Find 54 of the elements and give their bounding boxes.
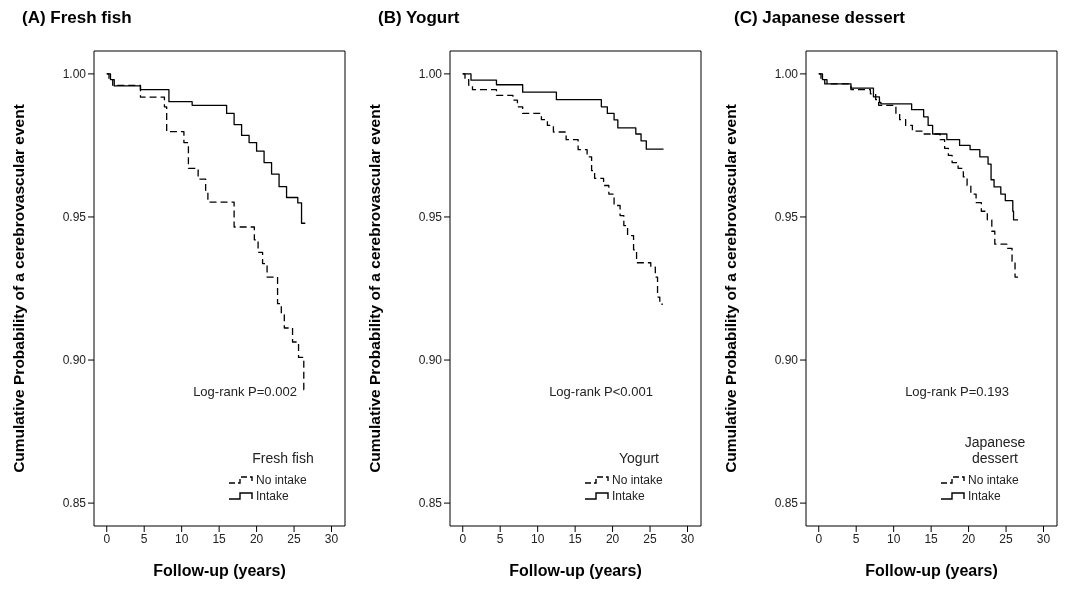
x-tick-label: 30 bbox=[1036, 531, 1051, 546]
y-tick-label: 0.90 bbox=[774, 353, 799, 368]
y-tick-label: 0.85 bbox=[774, 496, 799, 511]
legend-label: Intake bbox=[256, 489, 289, 503]
legend-title: Japanese dessert bbox=[963, 434, 1027, 466]
x-tick-label: 20 bbox=[605, 531, 620, 546]
legend-label: No intake bbox=[612, 473, 663, 487]
y-axis-title: Cumulative Probability of a cerebrovascular event bbox=[365, 104, 383, 473]
x-tick-label: 20 bbox=[961, 531, 976, 546]
y-tick-label: 0.95 bbox=[62, 210, 87, 225]
x-axis-title: Follow-up (years) bbox=[509, 562, 642, 579]
legend-title: Yogurt bbox=[618, 450, 660, 466]
x-tick-label: 20 bbox=[249, 531, 264, 546]
chart-title: (A) Fresh fish bbox=[21, 8, 133, 29]
chart-title: (C) Japanese dessert bbox=[733, 8, 907, 29]
y-tick-label: 1.00 bbox=[62, 67, 87, 82]
x-tick-label: 5 bbox=[496, 531, 504, 546]
legend-label: No intake bbox=[968, 473, 1019, 487]
x-axis-title: Follow-up (years) bbox=[153, 562, 286, 579]
y-axis-title: Cumulative Probability of a cerebrovascular event bbox=[9, 104, 27, 473]
y-tick-label: 1.00 bbox=[774, 67, 799, 82]
annotation: Log-rank P=0.193 bbox=[904, 384, 1010, 399]
x-tick-label: 25 bbox=[999, 531, 1014, 546]
x-tick-label: 15 bbox=[924, 531, 939, 546]
x-tick-label: 25 bbox=[287, 531, 302, 546]
chart-title: (B) Yogurt bbox=[377, 8, 461, 29]
x-tick-label: 25 bbox=[643, 531, 658, 546]
annotation: Log-rank P<0.001 bbox=[548, 384, 654, 399]
x-tick-label: 5 bbox=[852, 531, 860, 546]
legend-label: Intake bbox=[612, 489, 645, 503]
y-axis-title: Cumulative Probability of a cerebrovascular event bbox=[721, 104, 739, 473]
x-tick-label: 0 bbox=[103, 531, 111, 546]
x-tick-label: 15 bbox=[568, 531, 583, 546]
x-tick-label: 0 bbox=[459, 531, 467, 546]
legend-label: Intake bbox=[968, 489, 1001, 503]
y-tick-label: 0.85 bbox=[62, 496, 87, 511]
y-tick-label: 1.00 bbox=[418, 67, 443, 82]
y-tick-label: 0.95 bbox=[774, 210, 799, 225]
x-tick-label: 30 bbox=[680, 531, 695, 546]
annotation: Log-rank P=0.002 bbox=[192, 384, 298, 399]
x-tick-label: 10 bbox=[174, 531, 189, 546]
x-tick-label: 15 bbox=[212, 531, 227, 546]
y-tick-label: 0.90 bbox=[418, 353, 443, 368]
y-tick-label: 0.90 bbox=[62, 353, 87, 368]
legend-label: No intake bbox=[256, 473, 307, 487]
y-tick-label: 0.85 bbox=[418, 496, 443, 511]
x-tick-label: 30 bbox=[324, 531, 339, 546]
x-axis-title: Follow-up (years) bbox=[865, 562, 998, 579]
x-tick-label: 10 bbox=[886, 531, 901, 546]
y-tick-label: 0.95 bbox=[418, 210, 443, 225]
x-tick-label: 10 bbox=[530, 531, 545, 546]
x-tick-label: 5 bbox=[140, 531, 148, 546]
x-tick-label: 0 bbox=[815, 531, 823, 546]
legend-title: Fresh fish bbox=[251, 450, 315, 466]
